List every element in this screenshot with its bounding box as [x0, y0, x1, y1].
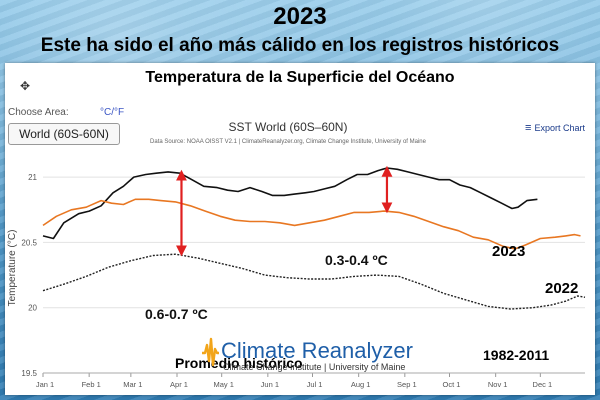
x-tick-label: May 1: [213, 380, 233, 389]
y-axis-label: Temperature (°C): [7, 230, 18, 307]
x-tick-label: Jul 1: [307, 380, 323, 389]
x-tick-label: Apr 1: [170, 380, 188, 389]
annotation-label-0: 0.6-0.7 ºC: [145, 306, 208, 322]
units-toggle[interactable]: °C/°F: [100, 107, 125, 118]
y-tick-label: 21: [28, 173, 37, 182]
series-lines: [42, 167, 586, 310]
logo-title: Climate Reanalyzer: [221, 338, 413, 363]
series-label-3: Promedio histórico: [175, 355, 303, 371]
logo-pulse-icon: [202, 337, 219, 367]
move-icon[interactable]: ✥: [20, 79, 31, 93]
chart-panel: ✥ Temperatura de la Superficie del Océan…: [5, 63, 595, 395]
series-label-2: 1982-2011: [483, 347, 549, 363]
series-line-1: [42, 198, 581, 250]
y-tick-label: 20.5: [21, 238, 37, 247]
x-tick-label: Sep 1: [397, 380, 417, 389]
x-tick-label: Dec 1: [533, 380, 553, 389]
logo-subtitle: Climate Change Institute | University of…: [223, 362, 405, 372]
x-tick-label: Nov 1: [488, 380, 508, 389]
headline-year: 2023: [273, 3, 327, 30]
axis-ticks: 19.5 20 20.5 21 Jan 1 Feb 1 Mar 1 Apr 1 May 1 Jun…: [21, 173, 552, 389]
choose-area-label: Choose Area:: [8, 107, 69, 118]
series-label-0: 2023: [492, 243, 525, 260]
menu-icon: ≡: [525, 122, 532, 134]
series-label-1: 2022: [545, 280, 578, 297]
x-tick-label: Feb 1: [82, 380, 101, 389]
panel-title: Temperatura de la Superficie del Océano: [145, 69, 455, 86]
annotations: 0.6-0.7 ºC 0.3-0.4 ºC 2023 2022 1982-2011 Pro…: [145, 165, 578, 371]
annotation-label-1: 0.3-0.4 ºC: [325, 252, 388, 268]
x-tick-label: Jun 1: [261, 380, 279, 389]
x-tick-label: Jan 1: [36, 380, 54, 389]
headline-subtitle: Este ha sido el año más cálido en los re…: [40, 35, 560, 56]
area-select[interactable]: World (60S-60N): [8, 123, 120, 145]
x-tick-label: Mar 1: [123, 380, 142, 389]
export-chart-label: Export Chart: [534, 123, 585, 133]
y-tick-label: 19.5: [21, 369, 37, 378]
chart-subtitle: Data Source: NOAA OISST V2.1 | ClimateRe…: [150, 139, 427, 145]
export-chart-button[interactable]: ≡ Export Chart: [525, 122, 585, 134]
sst-chart: SST World (60S–60N) Data Source: NOAA OI…: [7, 120, 586, 389]
x-tick-label: Oct 1: [443, 380, 461, 389]
x-tick-label: Aug 1: [351, 380, 371, 389]
chart-title: SST World (60S–60N): [229, 120, 348, 134]
y-tick-label: 20: [28, 304, 37, 313]
series-line-0: [42, 167, 538, 240]
series-line-2: [42, 253, 586, 310]
